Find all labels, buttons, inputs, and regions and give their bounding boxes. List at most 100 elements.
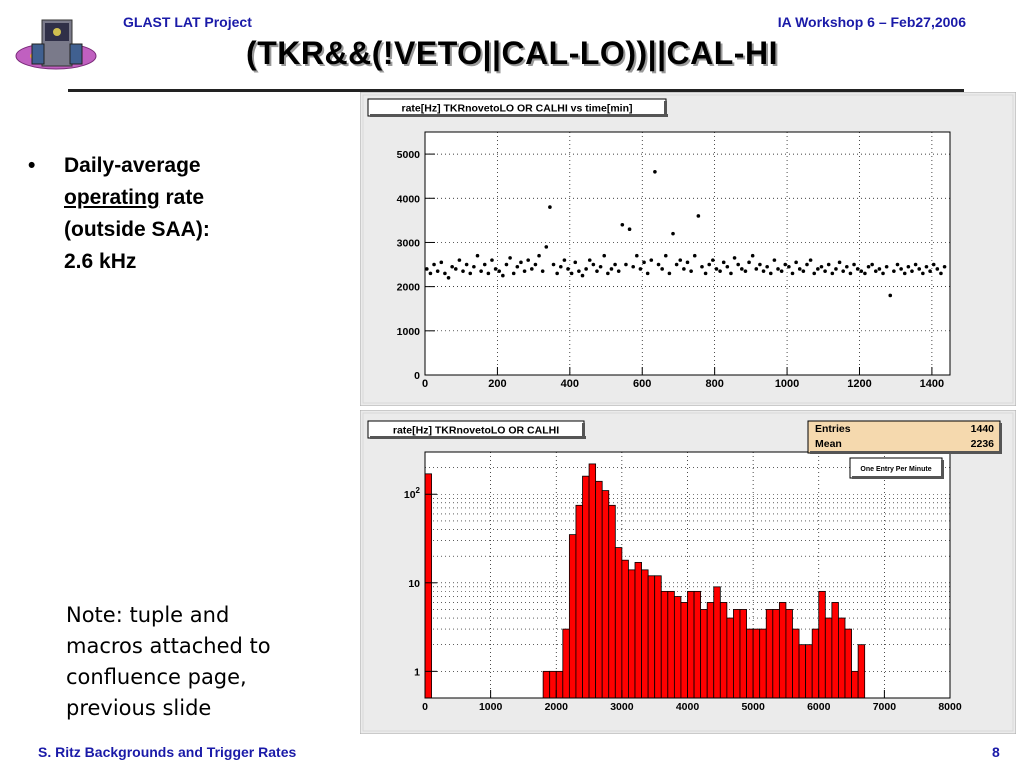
histogram-series (424, 463, 866, 699)
histogram-bar (595, 480, 603, 699)
scatter-point (425, 267, 429, 271)
scatter-point (656, 262, 661, 267)
histogram-y-tick-label: 1 (414, 666, 420, 678)
scatter-point (906, 264, 911, 269)
header-workshop-label: IA Workshop 6 – Feb27,2006 (777, 14, 966, 30)
scatter-point (797, 267, 802, 271)
scatter-point (808, 258, 813, 262)
scatter-point (537, 253, 541, 258)
histogram-bar (772, 609, 780, 699)
scatter-point (729, 271, 733, 276)
slide-title: (TKR&&(!VETO||CAL-LO))||CAL-HI (246, 35, 778, 71)
scatter-point (696, 214, 701, 218)
histogram-x-axis: 0 1000 2000 3000 4000 5000 6000 7000 8000 (422, 690, 962, 713)
scatter-point (816, 267, 820, 271)
histogram-x-tick-label: 3000 (610, 701, 634, 713)
scatter-point (580, 273, 585, 278)
header-project-label: GLAST LAT Project (123, 14, 252, 30)
scatter-point (649, 258, 654, 262)
bullet-line-2-rest: rate (159, 186, 205, 209)
note-line: macros attached to (66, 634, 271, 658)
histogram-bar (424, 473, 432, 699)
histogram-bar (798, 644, 807, 699)
scatter-point (899, 267, 903, 271)
histogram-bar (687, 590, 695, 699)
scatter-point (635, 253, 639, 258)
scatter-point (776, 267, 780, 271)
scatter-y-axis: 0 1000 2000 3000 4000 5000 (397, 149, 435, 382)
scatter-point (725, 264, 730, 269)
scatter-point (464, 262, 469, 267)
scatter-point (667, 271, 672, 276)
histogram-bar (680, 602, 688, 699)
scatter-point (942, 264, 947, 269)
scatter-point (888, 293, 893, 298)
scatter-point (892, 269, 896, 273)
scatter-point (533, 262, 538, 267)
scatter-point (450, 264, 454, 269)
histogram-bar (588, 463, 597, 699)
scatter-x-tick-label: 800 (705, 378, 723, 390)
scatter-point (743, 269, 748, 273)
histogram-bar (752, 628, 761, 699)
scatter-point (620, 222, 625, 227)
scatter-point (631, 264, 635, 269)
scatter-point (562, 258, 567, 262)
scatter-point (439, 260, 444, 265)
bullet-line-2: operating rate (64, 182, 324, 214)
scatter-point (479, 269, 483, 273)
scatter-point (863, 271, 867, 276)
histogram-bar (582, 475, 590, 699)
scatter-point (910, 269, 914, 273)
note-line: Note: tuple and (66, 603, 230, 627)
scatter-point (653, 169, 657, 174)
histogram-bar (706, 602, 715, 699)
scatter-point (558, 264, 563, 269)
scatter-point (595, 269, 599, 273)
histogram-bar (818, 590, 826, 699)
scatter-point (740, 267, 744, 271)
scatter-point (707, 262, 712, 267)
scatter-point (830, 271, 835, 276)
stats-mean-value: 2236 (971, 438, 995, 450)
histogram-bar (713, 586, 721, 699)
scatter-point (877, 267, 882, 271)
scatter-point (884, 264, 889, 269)
histogram-bar (562, 628, 570, 699)
scatter-point (783, 262, 788, 267)
histogram-bar (811, 628, 820, 699)
histogram-x-tick-label: 4000 (676, 701, 700, 713)
scatter-point (511, 271, 516, 276)
scatter-point (526, 258, 530, 262)
stats-mean-label: Mean (815, 438, 842, 450)
histogram-bar (555, 670, 564, 699)
bullet-text: Daily-average operating rate (outside SA… (64, 150, 324, 278)
histogram-bar (785, 609, 793, 699)
scatter-point (837, 260, 842, 265)
bullet-underlined-word: operating (64, 186, 160, 209)
histogram-bar (746, 628, 754, 699)
histogram-bar (673, 596, 682, 699)
scatter-point (606, 271, 610, 276)
scatter-point (848, 271, 853, 276)
scatter-point (873, 269, 878, 273)
scatter-point (924, 264, 929, 269)
scatter-point (928, 269, 932, 273)
scatter-point (714, 267, 719, 271)
histogram-bar (824, 617, 833, 699)
scatter-point (754, 267, 759, 271)
histogram-bar (733, 609, 741, 699)
scatter-point (881, 271, 885, 276)
scatter-point (446, 276, 451, 280)
scatter-point (540, 269, 545, 273)
scatter-point (497, 269, 502, 273)
scatter-point (660, 267, 664, 271)
scatter-y-tick-label: 3000 (397, 237, 421, 249)
histogram-bar (831, 602, 839, 699)
scatter-point (443, 271, 447, 276)
scatter-y-tick-label: 4000 (397, 193, 421, 205)
histogram-bar (739, 609, 747, 699)
scatter-x-tick-label: 200 (488, 378, 506, 390)
footer-author-title: S. Ritz Backgrounds and Trigger Rates (38, 744, 297, 760)
histogram-x-tick-label: 6000 (807, 701, 831, 713)
